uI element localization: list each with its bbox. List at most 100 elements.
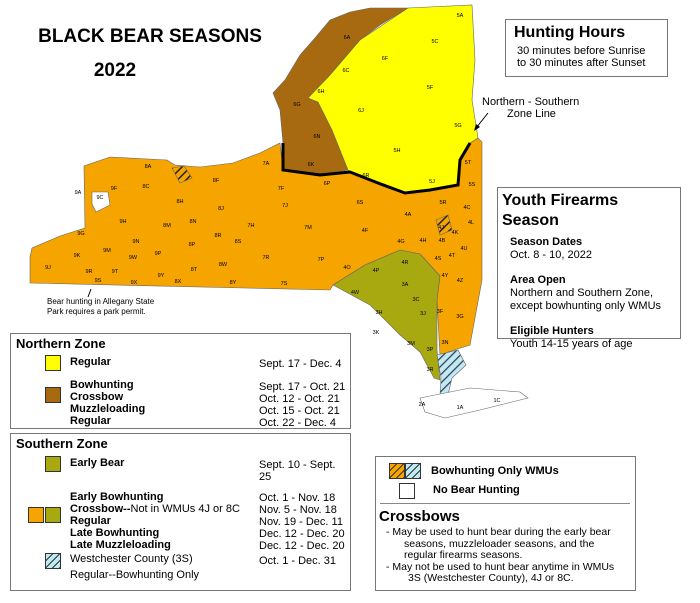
wmu-label: 6K bbox=[308, 162, 315, 168]
hunting-hours-line1: 30 minutes before Sunrise bbox=[517, 45, 646, 57]
southern-season-dates: Dec. 12 - Dec. 20 bbox=[259, 540, 345, 552]
westchester-sub: Regular--Bowhunting Only bbox=[70, 569, 200, 581]
wmu-label: 6R bbox=[362, 173, 369, 179]
crossbows-line: 3S (Westchester County), 4J or 8C. bbox=[408, 572, 574, 584]
northern-season-label: Regular bbox=[70, 415, 111, 427]
westchester-swatch bbox=[45, 553, 61, 569]
wmu-label: 5F bbox=[427, 85, 434, 91]
northern-season-label: Muzzleloading bbox=[70, 403, 146, 415]
wmu-label: 9F bbox=[111, 186, 118, 192]
wmu-label: 9J bbox=[45, 265, 51, 271]
wmu-label: 4R bbox=[401, 260, 408, 266]
wmu-label: 6G bbox=[293, 102, 300, 108]
wmu-label: 6N bbox=[313, 134, 320, 140]
wmu-label: 4T bbox=[449, 253, 456, 259]
southern-regular-swatch-2 bbox=[45, 507, 61, 523]
northern-season-dates: Oct. 12 - Oct. 21 bbox=[259, 393, 340, 405]
westchester-dates: Oct. 1 - Dec. 31 bbox=[259, 555, 337, 567]
wmu-label: 8W bbox=[219, 262, 228, 268]
wmu-label: 6F bbox=[382, 56, 389, 62]
wmu-label: 5R bbox=[439, 200, 446, 206]
wmu-label: 6H bbox=[317, 89, 324, 95]
westchester-label: Westchester County (3S) bbox=[70, 553, 193, 565]
wmu-label: 3G bbox=[456, 314, 463, 320]
wmu-label: 9X bbox=[131, 280, 138, 286]
southern-early-region bbox=[332, 249, 441, 381]
wmu-label: 4K bbox=[452, 230, 459, 236]
allegany-note-1: Bear hunting in Allegany State bbox=[47, 297, 155, 306]
wmu-label: 5H bbox=[393, 148, 400, 154]
wmu-label: 4P bbox=[373, 268, 380, 274]
wmu-label: 1C bbox=[493, 398, 500, 404]
wmu-label: 4S bbox=[435, 256, 442, 262]
northern-season-label: Crossbow bbox=[70, 391, 124, 403]
wmu-label: 6S bbox=[357, 200, 364, 206]
wmu-label: 5G bbox=[454, 123, 461, 129]
youth-dates: Oct. 8 - 10, 2022 bbox=[510, 249, 592, 261]
wmu-label: 9Y bbox=[158, 273, 165, 279]
bow-only-swatch-cyan bbox=[405, 463, 421, 479]
wmu-label: 8C bbox=[142, 184, 149, 190]
wmu-label: 8F bbox=[213, 178, 220, 184]
wmu-label: 8H bbox=[176, 199, 183, 205]
wmu-label: 9G bbox=[77, 231, 84, 237]
wmu-label: 7R bbox=[262, 255, 269, 261]
wmu-label: 9R bbox=[85, 269, 92, 275]
wmu-label: 4W bbox=[351, 290, 360, 296]
wmu-label: 6P bbox=[324, 181, 331, 187]
youth-eligible-heading: Eligible Hunters bbox=[510, 325, 594, 337]
crossbows-line: - May not be used to hunt bear anytime i… bbox=[386, 560, 615, 573]
wmu-label: 4Z bbox=[457, 278, 464, 284]
map-year: 2022 bbox=[93, 60, 137, 81]
wmu-label: 4G bbox=[397, 239, 404, 245]
other-legend-box: Bowhunting Only WMUs No Bear Hunting Cro… bbox=[375, 456, 636, 591]
crossbows-line: regular firearms seasons. bbox=[404, 549, 523, 561]
arrowhead-icon bbox=[474, 124, 480, 131]
wmu-label: 3F bbox=[437, 309, 444, 315]
southern-season-name: Late Muzzleloading bbox=[70, 539, 171, 551]
zone-line bbox=[281, 142, 472, 195]
southern-season-dates: Nov. 19 - Dec. 11 bbox=[259, 516, 343, 528]
wmu-label: 7A bbox=[263, 161, 270, 167]
wmu-label: 3H bbox=[375, 310, 382, 316]
hunting-hours-title: Hunting Hours bbox=[514, 24, 626, 41]
wmu-label: 3K bbox=[373, 330, 380, 336]
wmu-label: 9A bbox=[75, 190, 82, 196]
wmu-label: 5J bbox=[429, 179, 435, 185]
northern-zone-legend: Northern Zone Regular Sept. 17 - Dec. 4 … bbox=[10, 333, 351, 429]
wmu-label: 9T bbox=[112, 269, 119, 275]
wmu-label: 7F bbox=[278, 186, 285, 192]
southern-early-dates: Sept. 10 - Sept. 25 bbox=[259, 459, 336, 483]
wmu-label: 9K bbox=[74, 253, 81, 259]
southern-season-dates: Oct. 1 - Nov. 18 bbox=[259, 492, 336, 504]
southern-early-label: Early Bear bbox=[70, 457, 125, 469]
hunting-hours-box: Hunting Hours 30 minutes before Sunrise … bbox=[505, 19, 668, 77]
wmu-label: 4H bbox=[419, 238, 426, 244]
wmu-label: 5S bbox=[469, 182, 476, 188]
long-island bbox=[419, 387, 529, 419]
northern-season-dates: Oct. 22 - Dec. 4 bbox=[259, 417, 337, 429]
wmu-label: 9M bbox=[103, 248, 111, 254]
southern-season-name: Crossbow-- bbox=[70, 503, 131, 515]
wmu-label: 6J bbox=[358, 108, 364, 114]
bow-only-swatch-orange bbox=[389, 463, 405, 479]
youth-dates-heading: Season Dates bbox=[510, 236, 583, 248]
wmu-label: 7H bbox=[247, 223, 254, 229]
youth-eligible: Youth 14-15 years of age bbox=[510, 338, 633, 350]
hunting-hours-line2: to 30 minutes after Sunset bbox=[517, 57, 646, 69]
southern-season-label: Late Muzzleloading bbox=[70, 539, 171, 551]
wmu-label: 7J bbox=[282, 203, 288, 209]
wmu-label: 3P bbox=[427, 347, 434, 353]
wmu-label: 8M bbox=[163, 223, 171, 229]
southern-season-name: Late Bowhunting bbox=[70, 527, 160, 539]
southern-early-swatch bbox=[45, 456, 61, 472]
southern-season-label: Early Bowhunting bbox=[70, 491, 164, 503]
southern-season-name: Early Bowhunting bbox=[70, 491, 164, 503]
wmu-label: 9S bbox=[95, 278, 102, 284]
southern-regular-swatch bbox=[28, 507, 44, 523]
youth-area-1: Northern and Southern Zone, bbox=[510, 287, 654, 299]
bow-only-8c bbox=[171, 165, 193, 184]
wmu-label: 9C bbox=[96, 195, 103, 201]
wmu-label: 8A bbox=[145, 164, 152, 170]
wmu-label: 7P bbox=[318, 257, 325, 263]
